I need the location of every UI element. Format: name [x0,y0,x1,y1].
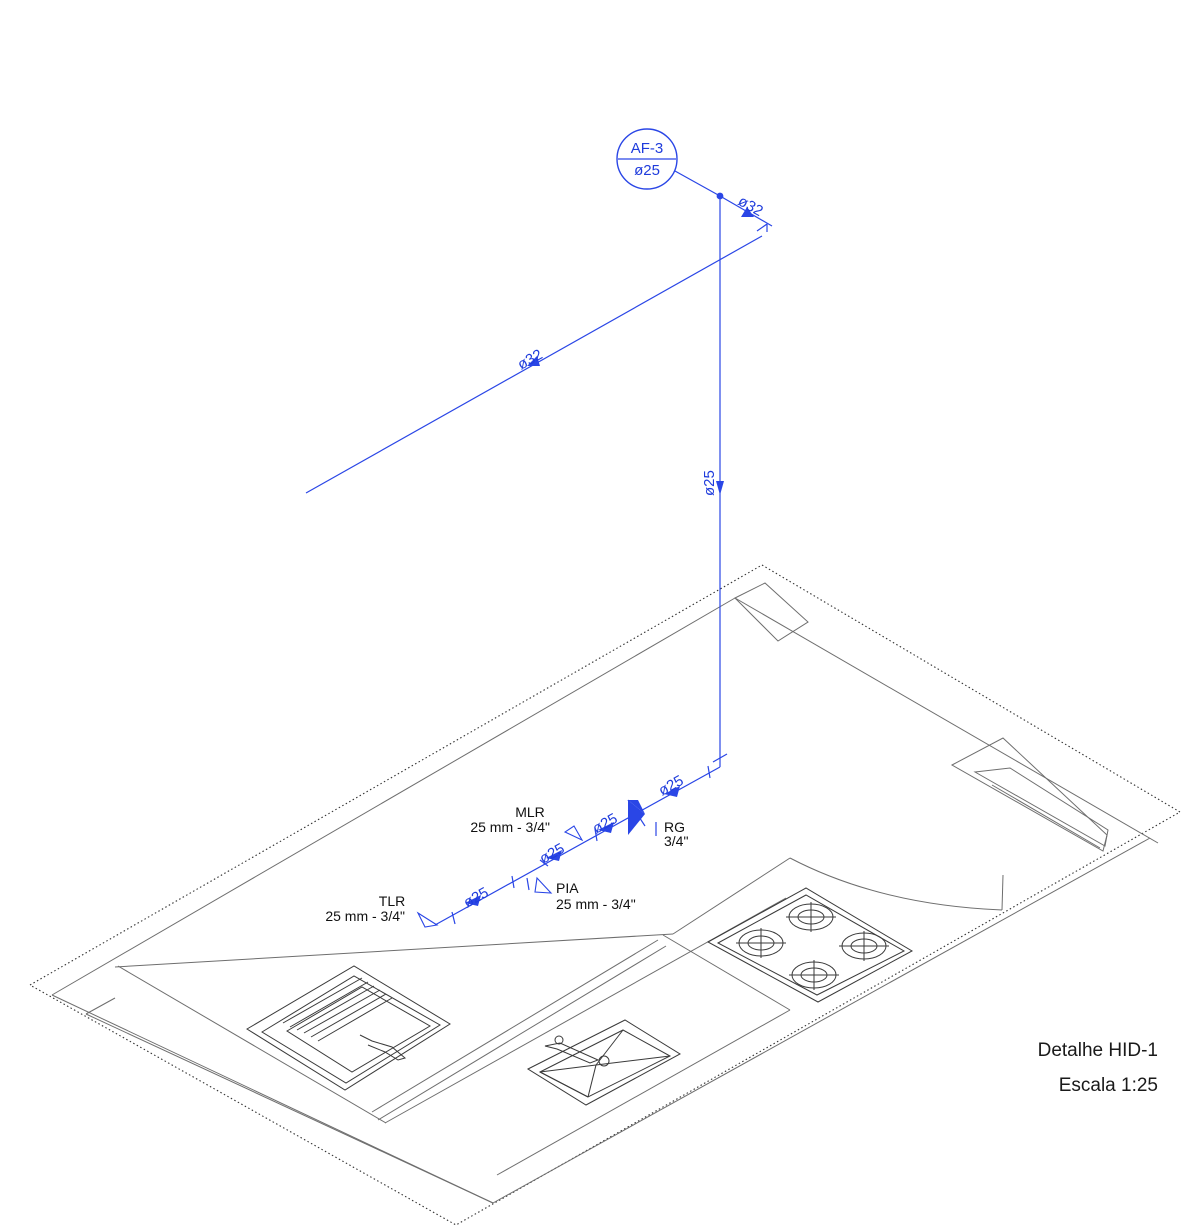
inner-walls [51,597,1159,1204]
label-tlr-name: TLR [379,893,405,909]
label-pipe-upper-short: ø32 [735,193,766,220]
valve-rg [627,799,657,836]
flow-arrow [716,481,724,495]
outlet-tlr [416,911,439,928]
label-pipe-horizontal-2: ø25 [590,810,621,837]
flow-arrow [527,356,540,366]
door-swing [789,857,1003,911]
outlet-mlr [563,825,584,842]
counter [85,857,791,1204]
label-pia-name: PIA [556,880,579,896]
riser-tag-af3[interactable]: AF-3 ø25 [616,128,678,190]
outlet-pia [534,876,553,894]
flow-arrow [546,850,562,861]
label-rg-spec: 3/4" [664,833,688,849]
label-pipe-long-branch: ø32 [515,346,546,373]
room-boundary [28,564,1182,1226]
flow-arrow [465,895,481,906]
flow-arrow [598,822,614,833]
label-mlr-name: MLR [515,804,545,820]
kitchen-sink [526,1019,681,1106]
riser-tag-diameter: ø25 [634,162,660,179]
label-pipe-vertical: ø25 [701,470,718,496]
refrigerator [950,737,1109,852]
label-rg-name: RG [664,819,685,835]
room-plan [28,564,1182,1226]
label-pipe-horizontal-4: ø25 [461,884,492,911]
flow-arrow [741,207,754,217]
fixture-labels: MLR 25 mm - 3/4" TLR 25 mm - 3/4" PIA 25… [325,804,688,924]
caption-scale: Escala 1:25 [1058,1075,1158,1096]
label-tlr-spec: 25 mm - 3/4" [325,908,405,924]
label-pipe-horizontal-3: ø25 [537,840,568,867]
cooktop [706,887,914,1003]
flow-arrow [664,786,680,797]
label-mlr-spec: 25 mm - 3/4" [470,819,550,835]
label-pia-spec: 25 mm - 3/4" [556,896,636,912]
riser-tag-id: AF-3 [631,140,664,157]
label-pipe-horizontal-1: ø25 [656,772,687,799]
corner-cabinet [734,582,809,642]
laundry-tank [246,965,451,1091]
caption-title: Detalhe HID-1 [1037,1040,1158,1061]
